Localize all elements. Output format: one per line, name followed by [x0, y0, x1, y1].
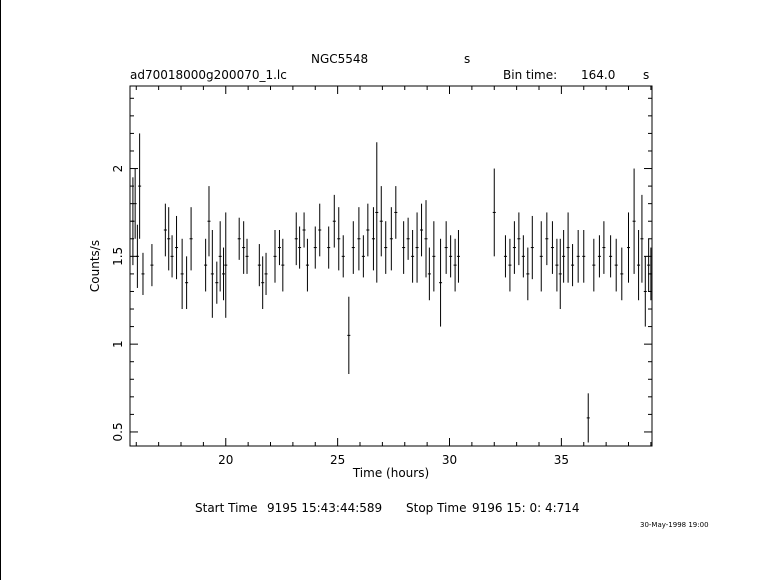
x-axis-label: Time (hours): [352, 466, 429, 480]
bin-time-label: Bin time:: [503, 68, 558, 82]
start-time-label: Start Time: [195, 501, 258, 515]
y-tick-label: 2: [111, 165, 125, 173]
date-stamp: 30-May-1998 19:00: [640, 521, 709, 529]
bin-time-value: 164.0: [581, 68, 616, 82]
stop-time-value: 9196 15: 0: 4:714: [472, 501, 580, 515]
file-name: ad70018000g200070_1.lc: [130, 68, 287, 82]
bin-time-unit: s: [643, 68, 650, 82]
y-tick-label: 0.5: [111, 422, 125, 441]
start-time-value: 9195 15:43:44:589: [267, 501, 383, 515]
x-tick-label: 25: [330, 453, 345, 467]
x-tick-label: 35: [554, 453, 569, 467]
x-tick-label: 20: [218, 453, 233, 467]
y-axis-label: Counts/s: [88, 240, 102, 292]
y-tick-label: 1: [111, 340, 125, 348]
data-points: [131, 133, 653, 443]
tick-labels: 20 25 30 35 0.5 1 1.5 2: [111, 165, 569, 467]
object-name: NGC5548: [311, 52, 369, 66]
window-edge: [0, 0, 1, 580]
plot-frame: [129, 85, 653, 447]
x-tick-label: 30: [442, 453, 457, 467]
object-unit: s: [464, 52, 471, 66]
stop-time-label: Stop Time: [406, 501, 467, 515]
y-tick-label: 1.5: [111, 247, 125, 266]
